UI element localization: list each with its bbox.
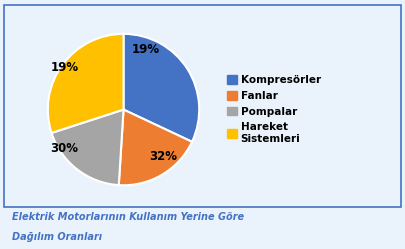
- Wedge shape: [48, 34, 124, 133]
- Text: Dağılım Oranları: Dağılım Oranları: [12, 232, 102, 242]
- Text: 32%: 32%: [149, 150, 177, 163]
- Text: 19%: 19%: [50, 62, 79, 74]
- Wedge shape: [51, 110, 124, 185]
- Text: 30%: 30%: [51, 142, 79, 155]
- Wedge shape: [124, 34, 199, 142]
- Legend: Kompresörler, Fanlar, Pompalar, Hareket
Sistemleri: Kompresörler, Fanlar, Pompalar, Hareket …: [227, 75, 321, 144]
- Text: 19%: 19%: [132, 43, 160, 56]
- Text: Elektrik Motorlarının Kullanım Yerine Göre: Elektrik Motorlarının Kullanım Yerine Gö…: [12, 212, 244, 222]
- Wedge shape: [119, 110, 192, 185]
